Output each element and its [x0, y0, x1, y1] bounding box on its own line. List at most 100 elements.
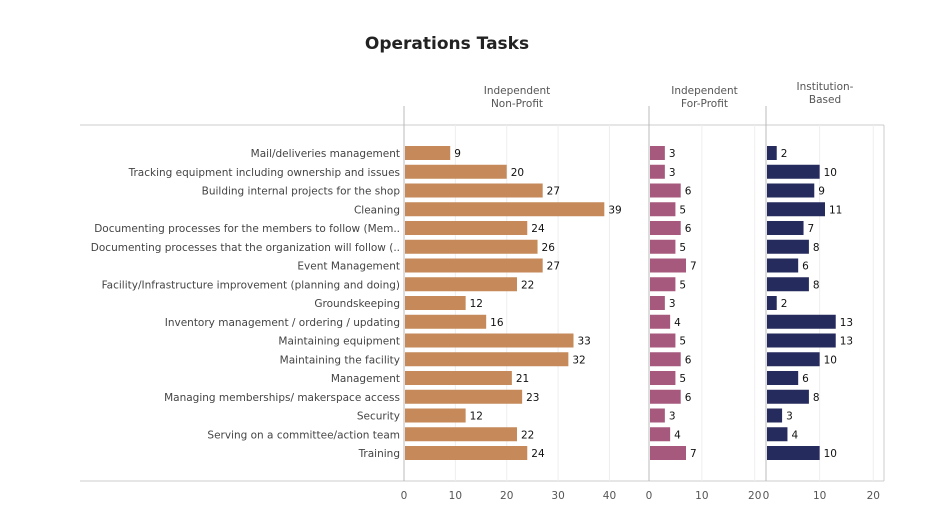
panel-1-value-label-management: 5: [679, 373, 686, 385]
panel-2-bar-documenting-processes-for-the-members-to-follow-mem: [767, 221, 804, 235]
category-label-event-management: Event Management: [297, 261, 400, 273]
panel-2-bar-serving-on-a-committee-action-team: [767, 427, 788, 442]
panel-1-value-label-serving-on-a-committee-action-team: 4: [674, 429, 681, 441]
panel-2-bar-inventory-management-ordering-updating: [767, 314, 836, 329]
category-label-management: Management: [331, 373, 400, 385]
category-label-training: Training: [358, 448, 400, 460]
panel-2-value-label-cleaning: 11: [829, 204, 842, 216]
panel-1-value-label-facility-infrastructure-improvement-planning-and-doing: 5: [679, 279, 686, 291]
panel-2-bar-maintaining-the-facility: [767, 352, 820, 367]
panel-2-header-line-1: Based: [809, 94, 841, 106]
panel-0-value-label-maintaining-equipment: 33: [578, 336, 591, 348]
panel-2-bar-mail-deliveries-management: [767, 146, 777, 160]
panel-0-value-label-maintaining-the-facility: 32: [572, 354, 585, 366]
panel-0-bar-building-internal-projects-for-the-shop: [405, 183, 543, 198]
panel-1-header-line-1: For-Profit: [681, 98, 728, 110]
category-label-mail-deliveries-management: Mail/deliveries management: [251, 148, 400, 160]
panel-2-value-label-serving-on-a-committee-action-team: 4: [791, 429, 798, 441]
panel-0-value-label-groundskeeping: 12: [470, 298, 483, 310]
panel-0-tick-0: 0: [401, 490, 408, 502]
panel-0-value-label-management: 21: [516, 373, 529, 385]
panel-0-bar-serving-on-a-committee-action-team: [405, 427, 517, 442]
panel-1-value-label-building-internal-projects-for-the-shop: 6: [685, 186, 692, 198]
panel-2-value-label-management: 6: [802, 373, 809, 385]
panel-0-bar-maintaining-the-facility: [405, 352, 569, 367]
panel-2-bar-event-management: [767, 258, 799, 273]
panel-0-value-label-facility-infrastructure-improvement-planning-and-doing: 22: [521, 279, 534, 291]
panel-1-value-label-tracking-equipment-including-ownership-and-issues: 3: [669, 167, 676, 179]
category-label-groundskeeping: Groundskeeping: [314, 298, 400, 310]
panel-0-bar-inventory-management-ordering-updating: [405, 314, 487, 329]
panel-1-bar-event-management: [650, 258, 686, 273]
panel-1-bar-documenting-processes-for-the-members-to-follow-mem: [650, 221, 681, 235]
panel-1-bar-maintaining-the-facility: [650, 352, 681, 367]
panel-1-bar-serving-on-a-committee-action-team: [650, 427, 671, 442]
panel-1-value-label-mail-deliveries-management: 3: [669, 148, 676, 160]
category-label-cleaning: Cleaning: [354, 204, 400, 216]
panel-2-bar-documenting-processes-that-the-organization-will-follow: [767, 239, 809, 254]
panel-2-value-label-building-internal-projects-for-the-shop: 9: [818, 186, 825, 198]
category-label-tracking-equipment-including-ownership-and-issues: Tracking equipment including ownership a…: [128, 167, 400, 179]
panel-2-bar-groundskeeping: [767, 296, 777, 310]
category-label-inventory-management-ordering-updating: Inventory management / ordering / updati…: [165, 317, 400, 329]
panel-2-bar-managing-memberships-makerspace-access: [767, 389, 809, 404]
panel-2-value-label-mail-deliveries-management: 2: [781, 148, 788, 160]
panel-0-value-label-managing-memberships-makerspace-access: 23: [526, 392, 539, 404]
panel-2-tick-20: 20: [867, 490, 880, 502]
panel-0-tick-20: 20: [500, 490, 513, 502]
panel-1-bar-tracking-equipment-including-ownership-and-issues: [650, 164, 665, 179]
panel-0-value-label-mail-deliveries-management: 9: [454, 148, 461, 160]
panel-2-bar-tracking-equipment-including-ownership-and-issues: [767, 164, 820, 179]
panel-2-value-label-maintaining-equipment: 13: [840, 336, 853, 348]
panel-1-bar-documenting-processes-that-the-organization-will-follow: [650, 239, 676, 254]
panel-0-header-line-1: Non-Profit: [491, 98, 543, 110]
panel-1-value-label-cleaning: 5: [679, 204, 686, 216]
panel-2-value-label-documenting-processes-for-the-members-to-follow-mem: 7: [808, 223, 815, 235]
panel-1-bar-security: [650, 408, 665, 423]
panel-1-bar-maintaining-equipment: [650, 333, 676, 348]
panel-2-value-label-inventory-management-ordering-updating: 13: [840, 317, 853, 329]
panel-0-bar-maintaining-equipment: [405, 333, 574, 348]
panel-1-value-label-documenting-processes-for-the-members-to-follow-mem: 6: [685, 223, 692, 235]
panel-2-tick-0: 0: [763, 490, 770, 502]
panel-1-bar-groundskeeping: [650, 296, 665, 310]
panel-0-value-label-security: 12: [470, 411, 483, 423]
panel-2-bar-maintaining-equipment: [767, 333, 836, 348]
panel-2-bar-facility-infrastructure-improvement-planning-and-doing: [767, 277, 809, 292]
panel-0-tick-30: 30: [551, 490, 564, 502]
panel-1-bar-mail-deliveries-management: [650, 146, 665, 160]
panel-2-bar-training: [767, 446, 820, 460]
panel-2-value-label-training: 10: [824, 448, 837, 460]
panel-2-bar-cleaning: [767, 202, 825, 217]
panel-2-header-line-0: Institution-: [797, 81, 854, 93]
panel-1-bar-management: [650, 371, 676, 385]
panel-1-value-label-training: 7: [690, 448, 697, 460]
panel-0-bar-tracking-equipment-including-ownership-and-issues: [405, 164, 507, 179]
chart-title: Operations Tasks: [364, 34, 530, 54]
panel-1-value-label-maintaining-equipment: 5: [679, 336, 686, 348]
panel-0-bar-managing-memberships-makerspace-access: [405, 389, 523, 404]
panel-0-value-label-documenting-processes-that-the-organization-will-follow: 26: [542, 242, 556, 254]
panel-0-bar-mail-deliveries-management: [405, 146, 451, 160]
panel-0-value-label-serving-on-a-committee-action-team: 22: [521, 429, 534, 441]
panel-0-bar-groundskeeping: [405, 296, 466, 310]
category-label-serving-on-a-committee-action-team: Serving on a committee/action team: [207, 429, 400, 441]
category-label-managing-memberships-makerspace-access: Managing memberships/ makerspace access: [164, 392, 400, 404]
panel-0-value-label-event-management: 27: [547, 261, 560, 273]
panel-1-bar-training: [650, 446, 686, 460]
panel-1-value-label-groundskeeping: 3: [669, 298, 676, 310]
panel-2-bar-security: [767, 408, 783, 423]
panel-2-value-label-event-management: 6: [802, 261, 809, 273]
category-label-maintaining-equipment: Maintaining equipment: [278, 336, 400, 348]
panel-2-value-label-groundskeeping: 2: [781, 298, 788, 310]
panel-0-bar-documenting-processes-that-the-organization-will-follow: [405, 239, 538, 254]
panel-0-value-label-training: 24: [531, 448, 545, 460]
panel-2-value-label-tracking-equipment-including-ownership-and-issues: 10: [824, 167, 837, 179]
panel-1-bar-managing-memberships-makerspace-access: [650, 389, 681, 404]
panel-1-bar-inventory-management-ordering-updating: [650, 314, 671, 329]
panel-0-bar-cleaning: [405, 202, 605, 217]
panel-1-bar-building-internal-projects-for-the-shop: [650, 183, 681, 198]
panel-0-value-label-building-internal-projects-for-the-shop: 27: [547, 186, 560, 198]
